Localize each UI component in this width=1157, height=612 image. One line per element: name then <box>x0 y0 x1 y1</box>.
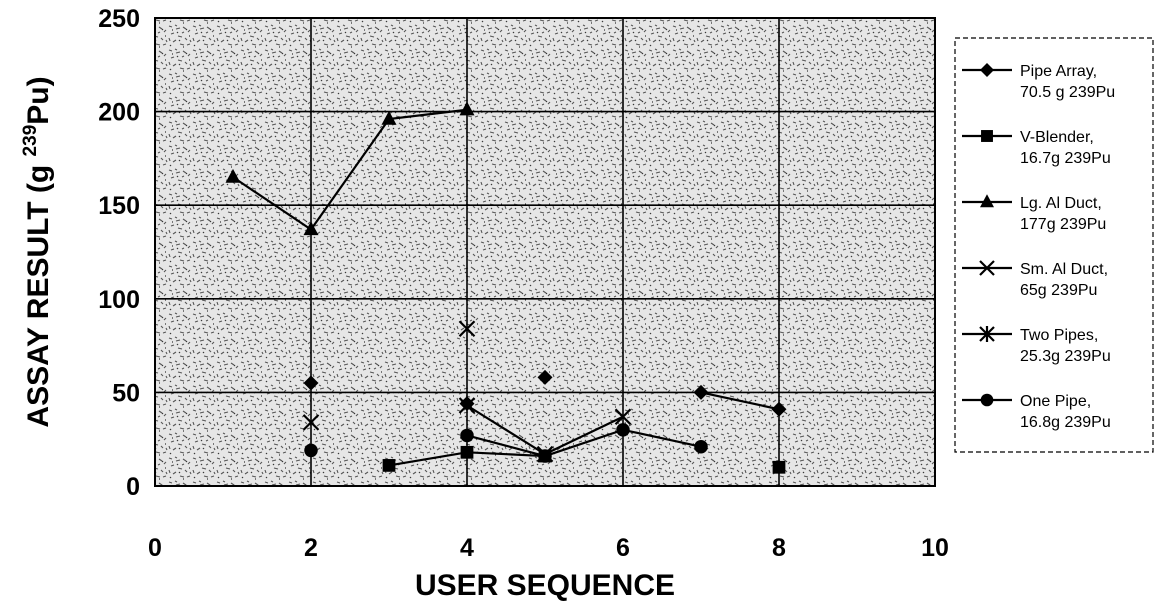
data-point-x <box>302 414 320 431</box>
series-layer <box>225 101 787 474</box>
plot-area <box>155 18 935 486</box>
data-point-circle <box>694 439 708 454</box>
series-triangle <box>225 101 475 236</box>
x-tick-label: 10 <box>921 534 949 562</box>
data-point-diamond <box>771 401 787 417</box>
series-line <box>700 391 780 411</box>
series-diamond <box>303 369 787 417</box>
legend-box <box>954 37 1154 453</box>
grid <box>154 17 936 487</box>
legend-label-line1: Two Pipes, <box>1020 327 1098 344</box>
data-point-triangle <box>381 110 397 125</box>
legend-label-line2: 70.5 g 239Pu <box>1020 84 1115 101</box>
data-point-diamond <box>693 384 709 400</box>
data-point-triangle <box>225 168 241 183</box>
legend-marker-circle <box>980 393 994 407</box>
x-tick-label: 8 <box>772 534 786 562</box>
legend-marker-square <box>981 130 993 142</box>
data-point-circle <box>616 423 630 437</box>
y-tick-label: 200 <box>98 99 140 127</box>
series-circle <box>304 423 708 463</box>
legend-label-line1: One Pipe, <box>1020 393 1091 410</box>
x-axis-title: USER SEQUENCE <box>415 569 675 602</box>
plot-border <box>154 17 936 487</box>
y-tick-label: 0 <box>126 473 140 501</box>
legend-marker-star <box>979 325 995 343</box>
legend-entry: Pipe Array, 70.5 g 239Pu <box>962 63 1115 101</box>
data-point-square <box>460 445 474 459</box>
data-point-diamond <box>537 369 553 385</box>
legend-entry: V-Blender, 16.7g 239Pu <box>962 129 1111 167</box>
y-axis-title-tail: Pu) <box>22 76 55 124</box>
y-axis-title-main: ASSAY RESULT (g <box>22 156 55 427</box>
legend-entry: Two Pipes, 25.3g 239Pu <box>962 325 1111 365</box>
legend-entry: Lg. Al Duct, 177g 239Pu <box>962 194 1106 233</box>
series-line <box>232 108 468 232</box>
x-tick-label: 2 <box>304 534 318 562</box>
data-point-square <box>382 459 396 472</box>
legend-label-line1: Sm. Al Duct, <box>1020 261 1108 278</box>
legend-label-line2: 25.3g 239Pu <box>1020 348 1111 365</box>
legend-label-line1: Pipe Array, <box>1020 63 1097 80</box>
x-tick-label: 6 <box>616 534 630 562</box>
x-tick-label: 0 <box>148 534 162 562</box>
y-tick-label: 150 <box>98 192 140 220</box>
legend-marker-triangle <box>980 194 994 208</box>
data-point-circle <box>304 443 318 458</box>
plot-background <box>155 18 935 486</box>
y-tick-label: 100 <box>98 286 140 314</box>
data-point-x <box>458 397 476 414</box>
x-tick-label: 4 <box>460 534 474 562</box>
data-point-circle <box>460 428 474 443</box>
legend-marker-x <box>979 260 995 276</box>
legend-label-line2: 16.8g 239Pu <box>1020 414 1111 431</box>
legend-entry: Sm. Al Duct, 65g 239Pu <box>962 260 1108 299</box>
legend-marker-diamond <box>980 63 994 77</box>
series-line <box>466 428 702 458</box>
data-point-x <box>614 408 632 426</box>
legend-label-line2: 177g 239Pu <box>1020 216 1106 233</box>
legend-label-line2: 65g 239Pu <box>1020 282 1097 299</box>
data-point-triangle <box>459 101 475 116</box>
y-axis-title: ASSAY RESULT (g 239Pu) <box>20 76 55 427</box>
legend-label-line1: Lg. Al Duct, <box>1020 195 1102 212</box>
y-tick-label: 250 <box>98 5 140 33</box>
data-point-circle <box>538 449 552 463</box>
y-tick-label: 50 <box>112 379 140 407</box>
data-point-x <box>458 320 476 338</box>
legend-entry: One Pipe, 16.8g 239Pu <box>962 393 1111 431</box>
data-point-diamond <box>303 375 319 391</box>
y-axis-title-sup: 239 <box>20 125 41 157</box>
legend-label-line2: 16.7g 239Pu <box>1020 150 1111 167</box>
data-point-triangle <box>303 221 319 236</box>
legend: Pipe Array, 70.5 g 239Pu V-Blender, 16.7g 2… <box>954 37 1154 453</box>
data-point-square <box>772 460 786 474</box>
legend-label-line1: V-Blender, <box>1020 129 1094 146</box>
